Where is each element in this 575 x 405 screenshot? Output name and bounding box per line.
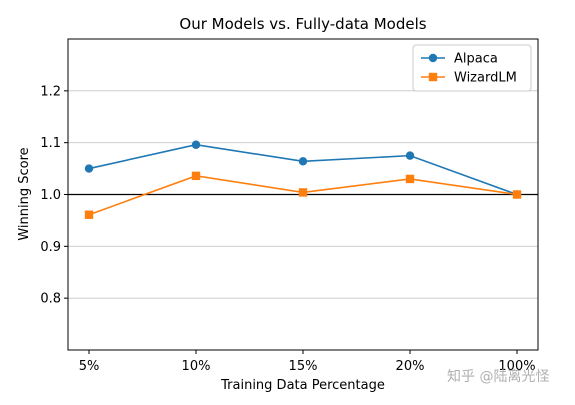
x-tick-label: 20%: [396, 359, 425, 374]
x-tick-label: 100%: [498, 359, 535, 374]
y-axis-label: Winning Score: [17, 147, 32, 240]
data-point: [298, 188, 308, 197]
chart-title: Our Models vs. Fully-data Models: [179, 15, 426, 33]
legend: Alpaca WizardLM: [412, 44, 532, 92]
x-axis-ticks: 5% 10% 15% 20% 100%: [79, 350, 536, 374]
y-tick-label: 1.0: [40, 188, 61, 203]
data-point: [405, 151, 415, 160]
data-point: [191, 140, 201, 149]
watermark: 知乎 @陆离光怪: [447, 369, 550, 385]
y-tick-label: 1.1: [40, 136, 61, 151]
legend-marker: [428, 72, 438, 82]
data-point: [512, 190, 522, 199]
y-tick-label: 1.2: [40, 84, 61, 99]
data-point: [191, 171, 201, 181]
data-point: [84, 164, 94, 173]
series-group: [84, 140, 522, 219]
series-wizardlm: [84, 171, 522, 219]
series-line: [88, 143, 518, 196]
data-point: [84, 210, 94, 219]
data-point: [405, 174, 415, 184]
legend-box: [412, 44, 532, 92]
y-axis-ticks: 0.8 0.9 1.0 1.1 1.2: [40, 84, 68, 307]
legend-label: Alpaca: [454, 52, 498, 67]
x-tick-label: 15%: [289, 359, 318, 374]
x-axis-label: Training Data Percentage: [220, 378, 385, 393]
x-tick-label: 10%: [182, 359, 211, 374]
legend-label: WizardLM: [454, 71, 517, 86]
legend-marker: [428, 53, 438, 63]
y-tick-label: 0.8: [40, 292, 61, 307]
x-tick-label: 5%: [79, 359, 100, 374]
y-tick-label: 0.9: [40, 240, 61, 255]
data-point: [298, 157, 308, 166]
